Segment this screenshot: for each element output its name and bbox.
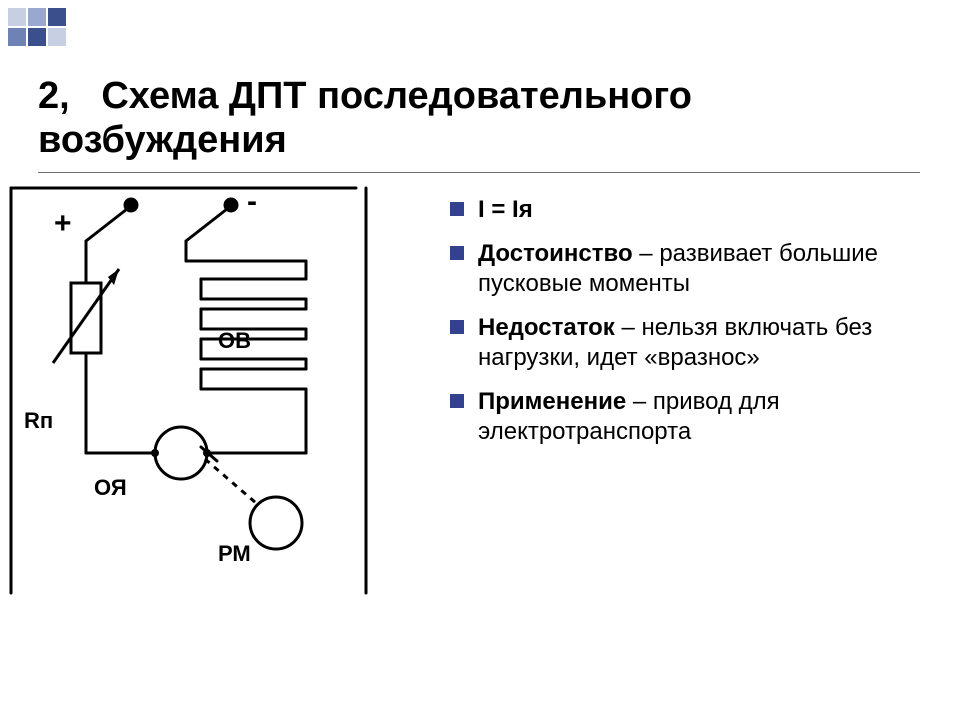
svg-text:Rп: Rп: [24, 408, 53, 433]
bullet-item: Достоинство – развивает большие пусковые…: [450, 239, 920, 299]
title-underline: [38, 172, 920, 173]
svg-text:-: -: [247, 185, 257, 218]
svg-text:РМ: РМ: [218, 541, 251, 566]
bullet-marker: [450, 246, 464, 260]
deco-square: [28, 28, 46, 46]
svg-text:ОЯ: ОЯ: [94, 475, 127, 500]
deco-square: [8, 8, 26, 26]
bullet-marker: [450, 202, 464, 216]
bullet-marker: [450, 394, 464, 408]
deco-square: [48, 8, 66, 26]
svg-text:ОВ: ОВ: [218, 328, 251, 353]
bullet-text: I = Iя: [478, 195, 920, 225]
bullet-text: Достоинство – развивает большие пусковые…: [478, 239, 920, 299]
bullet-text: Недостаток – нельзя включать без нагрузк…: [478, 313, 920, 373]
svg-text:+: +: [54, 207, 72, 240]
deco-square: [48, 28, 66, 46]
slide-title: 2, Схема ДПТ последовательного возбужден…: [38, 75, 920, 162]
bullet-item: I = Iя: [450, 195, 920, 225]
deco-square: [28, 8, 46, 26]
bullet-item: Недостаток – нельзя включать без нагрузк…: [450, 313, 920, 373]
bullet-item: Применение – привод для электротранспорт…: [450, 387, 920, 447]
circuit-diagram: - + ОВ Rп ОЯ РМ: [6, 183, 386, 603]
deco-square: [8, 28, 26, 46]
bullet-list: I = Iя Достоинство – развивает большие пу…: [450, 195, 920, 461]
slide: 2, Схема ДПТ последовательного возбужден…: [0, 0, 960, 720]
bullet-text: Применение – привод для электротранспорт…: [478, 387, 920, 447]
corner-decoration: [0, 0, 140, 55]
bullet-marker: [450, 320, 464, 334]
